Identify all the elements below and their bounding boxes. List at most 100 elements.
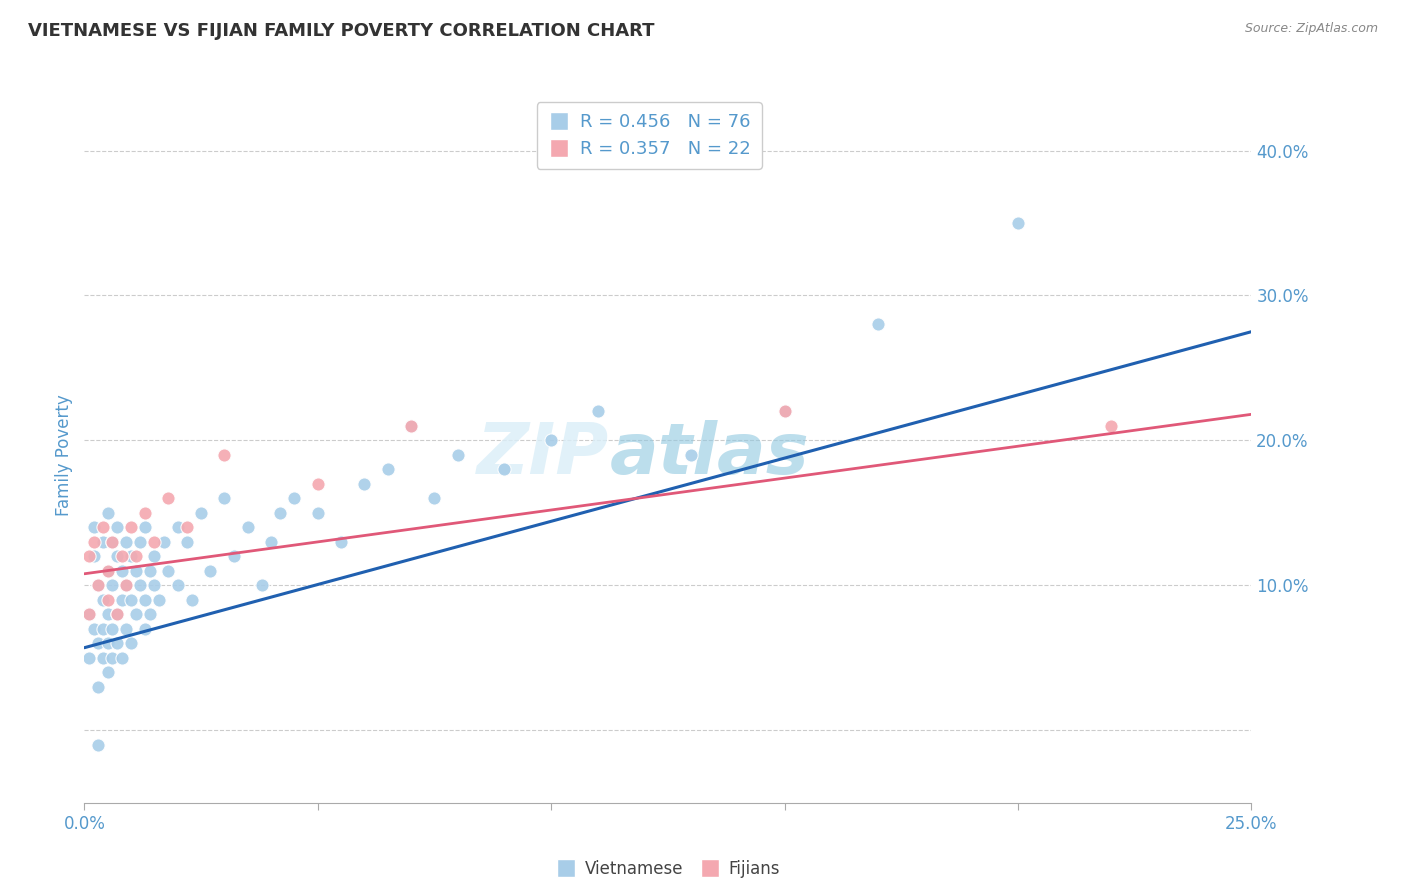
Point: [138, 607, 160, 622]
Point: [307, 476, 329, 491]
Point: [250, 578, 273, 592]
Point: [91, 622, 114, 636]
Point: [120, 636, 142, 650]
Point: [97, 564, 120, 578]
Point: [111, 549, 134, 564]
Point: [83, 534, 105, 549]
Point: [91, 592, 114, 607]
Text: ZIP: ZIP: [477, 420, 610, 490]
Point: [101, 651, 124, 665]
Point: [260, 534, 283, 549]
Point: [866, 318, 889, 332]
Point: [143, 578, 166, 592]
Point: [83, 520, 105, 534]
Point: [773, 404, 796, 418]
Point: [166, 578, 188, 592]
Point: [105, 549, 128, 564]
Point: [91, 651, 114, 665]
Point: [87, 680, 110, 694]
Point: [330, 534, 353, 549]
Point: [681, 448, 703, 462]
Point: [540, 434, 562, 448]
Point: [87, 578, 110, 592]
Point: [176, 520, 198, 534]
Point: [77, 607, 100, 622]
Text: VIETNAMESE VS FIJIAN FAMILY POVERTY CORRELATION CHART: VIETNAMESE VS FIJIAN FAMILY POVERTY CORR…: [28, 22, 655, 40]
Point: [353, 476, 375, 491]
Point: [586, 404, 609, 418]
Point: [125, 564, 148, 578]
Point: [87, 636, 110, 650]
Point: [157, 491, 180, 506]
Point: [125, 607, 148, 622]
Point: [190, 506, 212, 520]
Point: [1007, 216, 1029, 230]
Point: [214, 448, 236, 462]
Y-axis label: Family Poverty: Family Poverty: [55, 394, 73, 516]
Point: [157, 564, 180, 578]
Point: [125, 549, 148, 564]
Point: [97, 665, 120, 680]
Point: [166, 520, 188, 534]
Point: [200, 564, 222, 578]
Point: [83, 549, 105, 564]
Point: [138, 564, 160, 578]
Point: [134, 520, 156, 534]
Legend: Vietnamese, Fijians: Vietnamese, Fijians: [550, 854, 786, 885]
Point: [214, 491, 236, 506]
Point: [77, 651, 100, 665]
Point: [176, 534, 198, 549]
Point: [134, 506, 156, 520]
Point: [269, 506, 291, 520]
Point: [83, 622, 105, 636]
Point: [134, 622, 156, 636]
Point: [97, 564, 120, 578]
Point: [115, 534, 138, 549]
Point: [105, 520, 128, 534]
Point: [399, 419, 422, 434]
Point: [101, 578, 124, 592]
Point: [105, 636, 128, 650]
Point: [97, 506, 120, 520]
Text: Source: ZipAtlas.com: Source: ZipAtlas.com: [1244, 22, 1378, 36]
Point: [152, 534, 174, 549]
Point: [91, 534, 114, 549]
Point: [105, 607, 128, 622]
Point: [120, 520, 142, 534]
Point: [447, 448, 470, 462]
Point: [115, 622, 138, 636]
Point: [115, 578, 138, 592]
Point: [77, 607, 100, 622]
Point: [101, 534, 124, 549]
Point: [87, 738, 110, 752]
Point: [120, 549, 142, 564]
Text: atlas: atlas: [610, 420, 810, 490]
Point: [399, 419, 422, 434]
Point: [97, 636, 120, 650]
Point: [111, 651, 134, 665]
Point: [494, 462, 516, 476]
Point: [180, 592, 202, 607]
Point: [77, 549, 100, 564]
Point: [91, 520, 114, 534]
Point: [129, 578, 152, 592]
Point: [236, 520, 259, 534]
Point: [143, 549, 166, 564]
Point: [283, 491, 305, 506]
Point: [134, 592, 156, 607]
Point: [129, 534, 152, 549]
Point: [97, 607, 120, 622]
Point: [143, 534, 166, 549]
Point: [377, 462, 399, 476]
Point: [111, 592, 134, 607]
Point: [1099, 419, 1122, 434]
Point: [423, 491, 446, 506]
Point: [773, 404, 796, 418]
Point: [87, 578, 110, 592]
Point: [101, 534, 124, 549]
Point: [105, 607, 128, 622]
Point: [307, 506, 329, 520]
Point: [97, 592, 120, 607]
Point: [111, 564, 134, 578]
Point: [115, 578, 138, 592]
